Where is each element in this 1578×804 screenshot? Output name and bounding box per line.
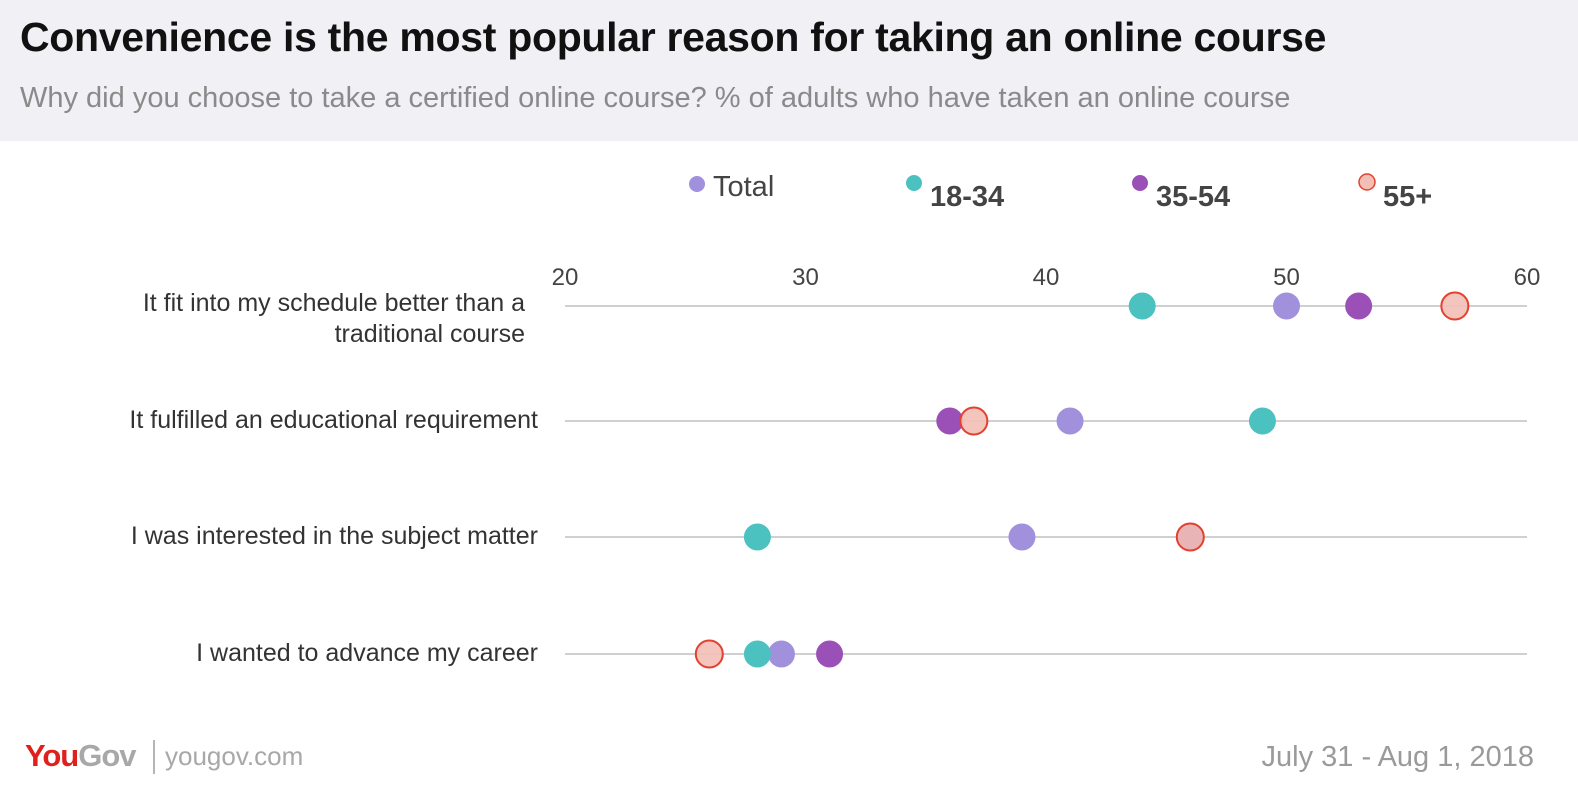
data-point-18-34 <box>1128 292 1156 320</box>
data-point-55+ <box>959 406 989 436</box>
legend: Total 18-34 35-54 55+ <box>689 171 1432 213</box>
category-label: It fulfilled an educational requirement <box>129 406 538 434</box>
footer-date: July 31 - Aug 1, 2018 <box>1261 741 1534 773</box>
data-point-18-34 <box>1248 407 1276 435</box>
header-band: Convenience is the most popular reason f… <box>0 0 1578 141</box>
data-point-35-54 <box>816 640 844 668</box>
data-point-Total <box>1273 292 1300 320</box>
legend-marker-55+ <box>1358 173 1376 191</box>
chart-title: Convenience is the most popular reason f… <box>20 14 1327 60</box>
x-tick-label: 20 <box>552 264 579 291</box>
dot-plot-chart: Total 18-34 35-54 55+ 20 30 40 50 60 It fit int… <box>129 171 1541 669</box>
data-point-Total <box>767 640 795 668</box>
data-point-35-54 <box>936 407 964 435</box>
footer-site-link[interactable]: yougov.com <box>165 741 304 771</box>
logo-gov: Gov <box>78 738 136 773</box>
x-tick-label: 60 <box>1514 264 1541 291</box>
data-point-55+ <box>694 639 724 669</box>
category-label: It fit into my schedule better than a <box>143 289 525 317</box>
data-point-55+ <box>1175 522 1205 552</box>
yougov-logo: YouGov <box>25 738 137 774</box>
category-label: traditional course <box>335 320 525 348</box>
x-tick-label: 40 <box>1033 264 1060 291</box>
footer-divider <box>153 740 155 774</box>
legend-label-Total: Total <box>713 171 774 203</box>
data-point-18-34 <box>743 640 771 668</box>
logo-you: You <box>25 738 79 773</box>
x-tick-label: 30 <box>792 264 819 291</box>
data-point-Total <box>1008 523 1036 551</box>
category-label: I wanted to advance my career <box>196 639 538 667</box>
data-point-18-34 <box>743 523 771 551</box>
legend-label-35-54: 35-54 <box>1156 181 1230 213</box>
category-label: I was interested in the subject matter <box>131 522 538 550</box>
chart-rows: It fit into my schedule better than a tra… <box>129 289 1527 669</box>
legend-marker-18-34 <box>906 175 922 191</box>
legend-label-18-34: 18-34 <box>930 181 1004 213</box>
data-point-55+ <box>1440 291 1470 321</box>
chart-subtitle: Why did you choose to take a certified o… <box>20 82 1291 114</box>
x-tick-label: 50 <box>1273 264 1300 291</box>
legend-label-55+: 55+ <box>1383 181 1432 213</box>
x-axis-ticks: 20 30 40 50 60 <box>552 264 1541 291</box>
data-point-35-54 <box>1345 292 1373 320</box>
data-point-Total <box>1056 407 1084 435</box>
legend-marker-Total <box>689 176 705 192</box>
legend-marker-35-54 <box>1132 175 1148 191</box>
